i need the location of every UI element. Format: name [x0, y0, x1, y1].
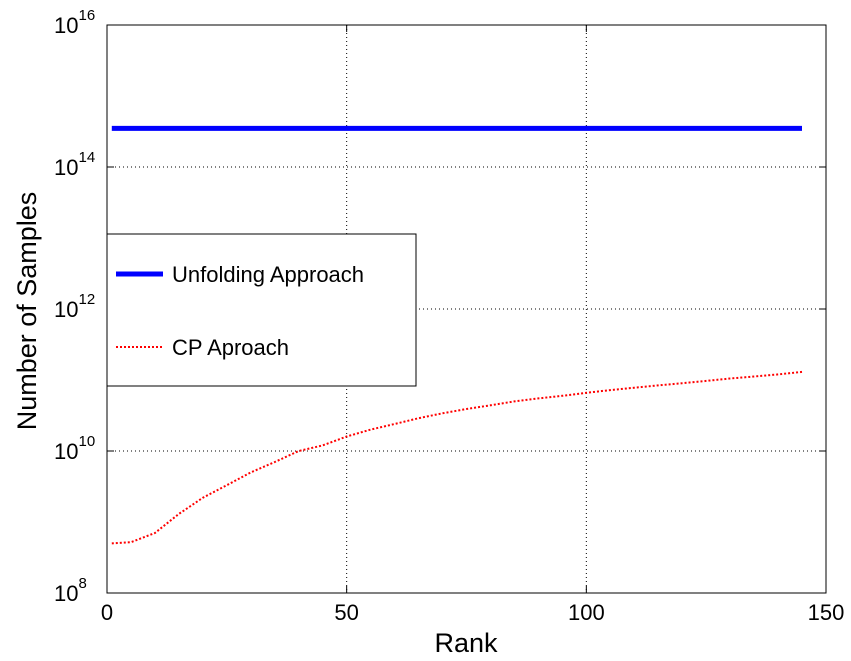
y-tick-label: 1016 — [54, 7, 95, 38]
x-tick-label: 100 — [568, 600, 605, 625]
y-tick-label: 1014 — [54, 149, 95, 180]
legend-box — [106, 233, 417, 387]
axes: 0 50 100 150 108 1010 1012 1014 1016 — [54, 7, 844, 625]
x-axis-title: Rank — [434, 628, 498, 656]
legend-label-1: Unfolding Approach — [172, 262, 364, 287]
legend-label-2: CP Aproach — [172, 335, 289, 360]
y-tick-label: 1010 — [54, 433, 95, 464]
y-axis-title: Number of Samples — [12, 192, 42, 431]
x-tick-label: 150 — [808, 600, 845, 625]
x-tick-label: 50 — [334, 600, 358, 625]
y-tick-label: 1012 — [54, 291, 95, 322]
series-layer — [111, 125, 803, 545]
y-tick-label: 108 — [54, 575, 87, 606]
legend: Unfolding Approach CP Aproach — [106, 233, 417, 387]
series-line-2 — [111, 370, 803, 545]
x-tick-label: 0 — [101, 600, 113, 625]
